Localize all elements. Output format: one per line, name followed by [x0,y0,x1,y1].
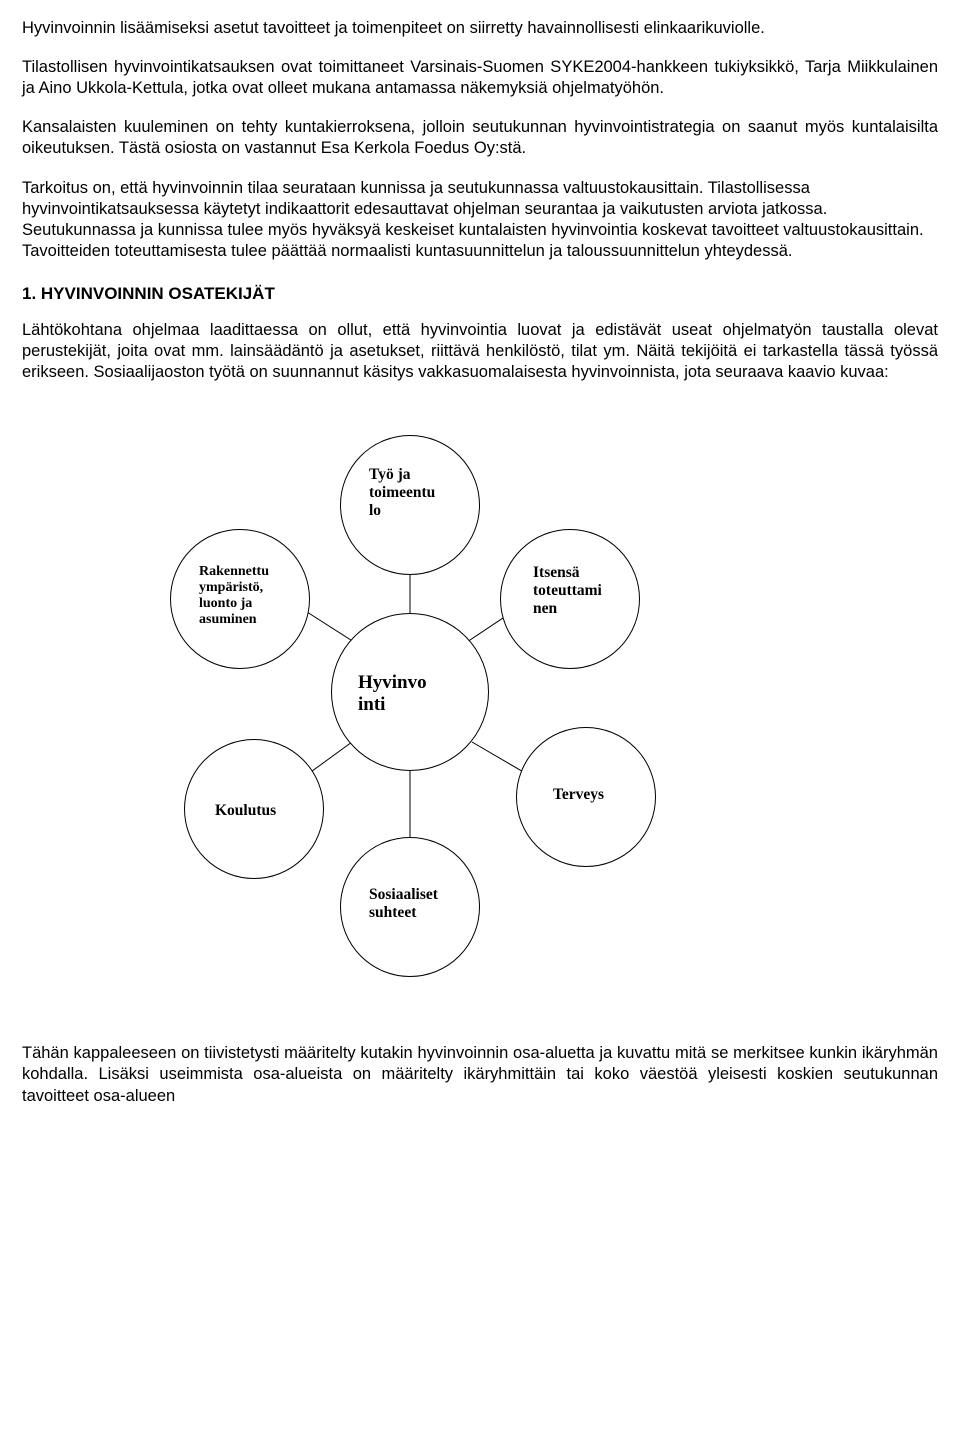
diagram-node-label: Sosiaaliset suhteet [369,886,438,922]
paragraph: Lähtökohtana ohjelmaa laadittaessa on ol… [22,320,938,383]
paragraph: Kansalaisten kuuleminen on tehty kuntaki… [22,117,938,159]
diagram-node-botleft: Koulutus [184,739,324,879]
diagram-node-topleft: Rakennettu ympäristö, luonto ja asuminen [170,529,310,669]
paragraph: Tähän kappaleeseen on tiivistetysti määr… [22,1043,938,1106]
wellbeing-diagram: Työ ja toimeentu lo Rakennettu ympäristö… [102,417,802,1007]
paragraph: Tarkoitus on, että hyvinvoinnin tilaa se… [22,178,938,220]
section-heading: 1. HYVINVOINNIN OSATEKIJÄT [22,284,938,304]
paragraph: Hyvinvoinnin lisäämiseksi asetut tavoitt… [22,18,938,39]
diagram-node-bottom: Sosiaaliset suhteet [340,837,480,977]
document-page: Hyvinvoinnin lisäämiseksi asetut tavoitt… [0,0,960,1430]
diagram-node-label: Terveys [553,786,604,804]
diagram-node-label: Rakennettu ympäristö, luonto ja asuminen [199,564,269,628]
diagram-node-botright: Terveys [516,727,656,867]
diagram-node-label: Hyvinvo inti [358,672,427,716]
paragraph: Tilastollisen hyvinvointikatsauksen ovat… [22,57,938,99]
diagram-node-center: Hyvinvo inti [331,613,489,771]
diagram-node-label: Työ ja toimeentu lo [369,466,435,520]
diagram-node-top: Työ ja toimeentu lo [340,435,480,575]
paragraph: Seutukunnassa ja kunnissa tulee myös hyv… [22,220,938,262]
diagram-node-label: Itsensä toteuttami nen [533,564,602,618]
diagram-node-label: Koulutus [215,802,276,820]
diagram-node-topright: Itsensä toteuttami nen [500,529,640,669]
